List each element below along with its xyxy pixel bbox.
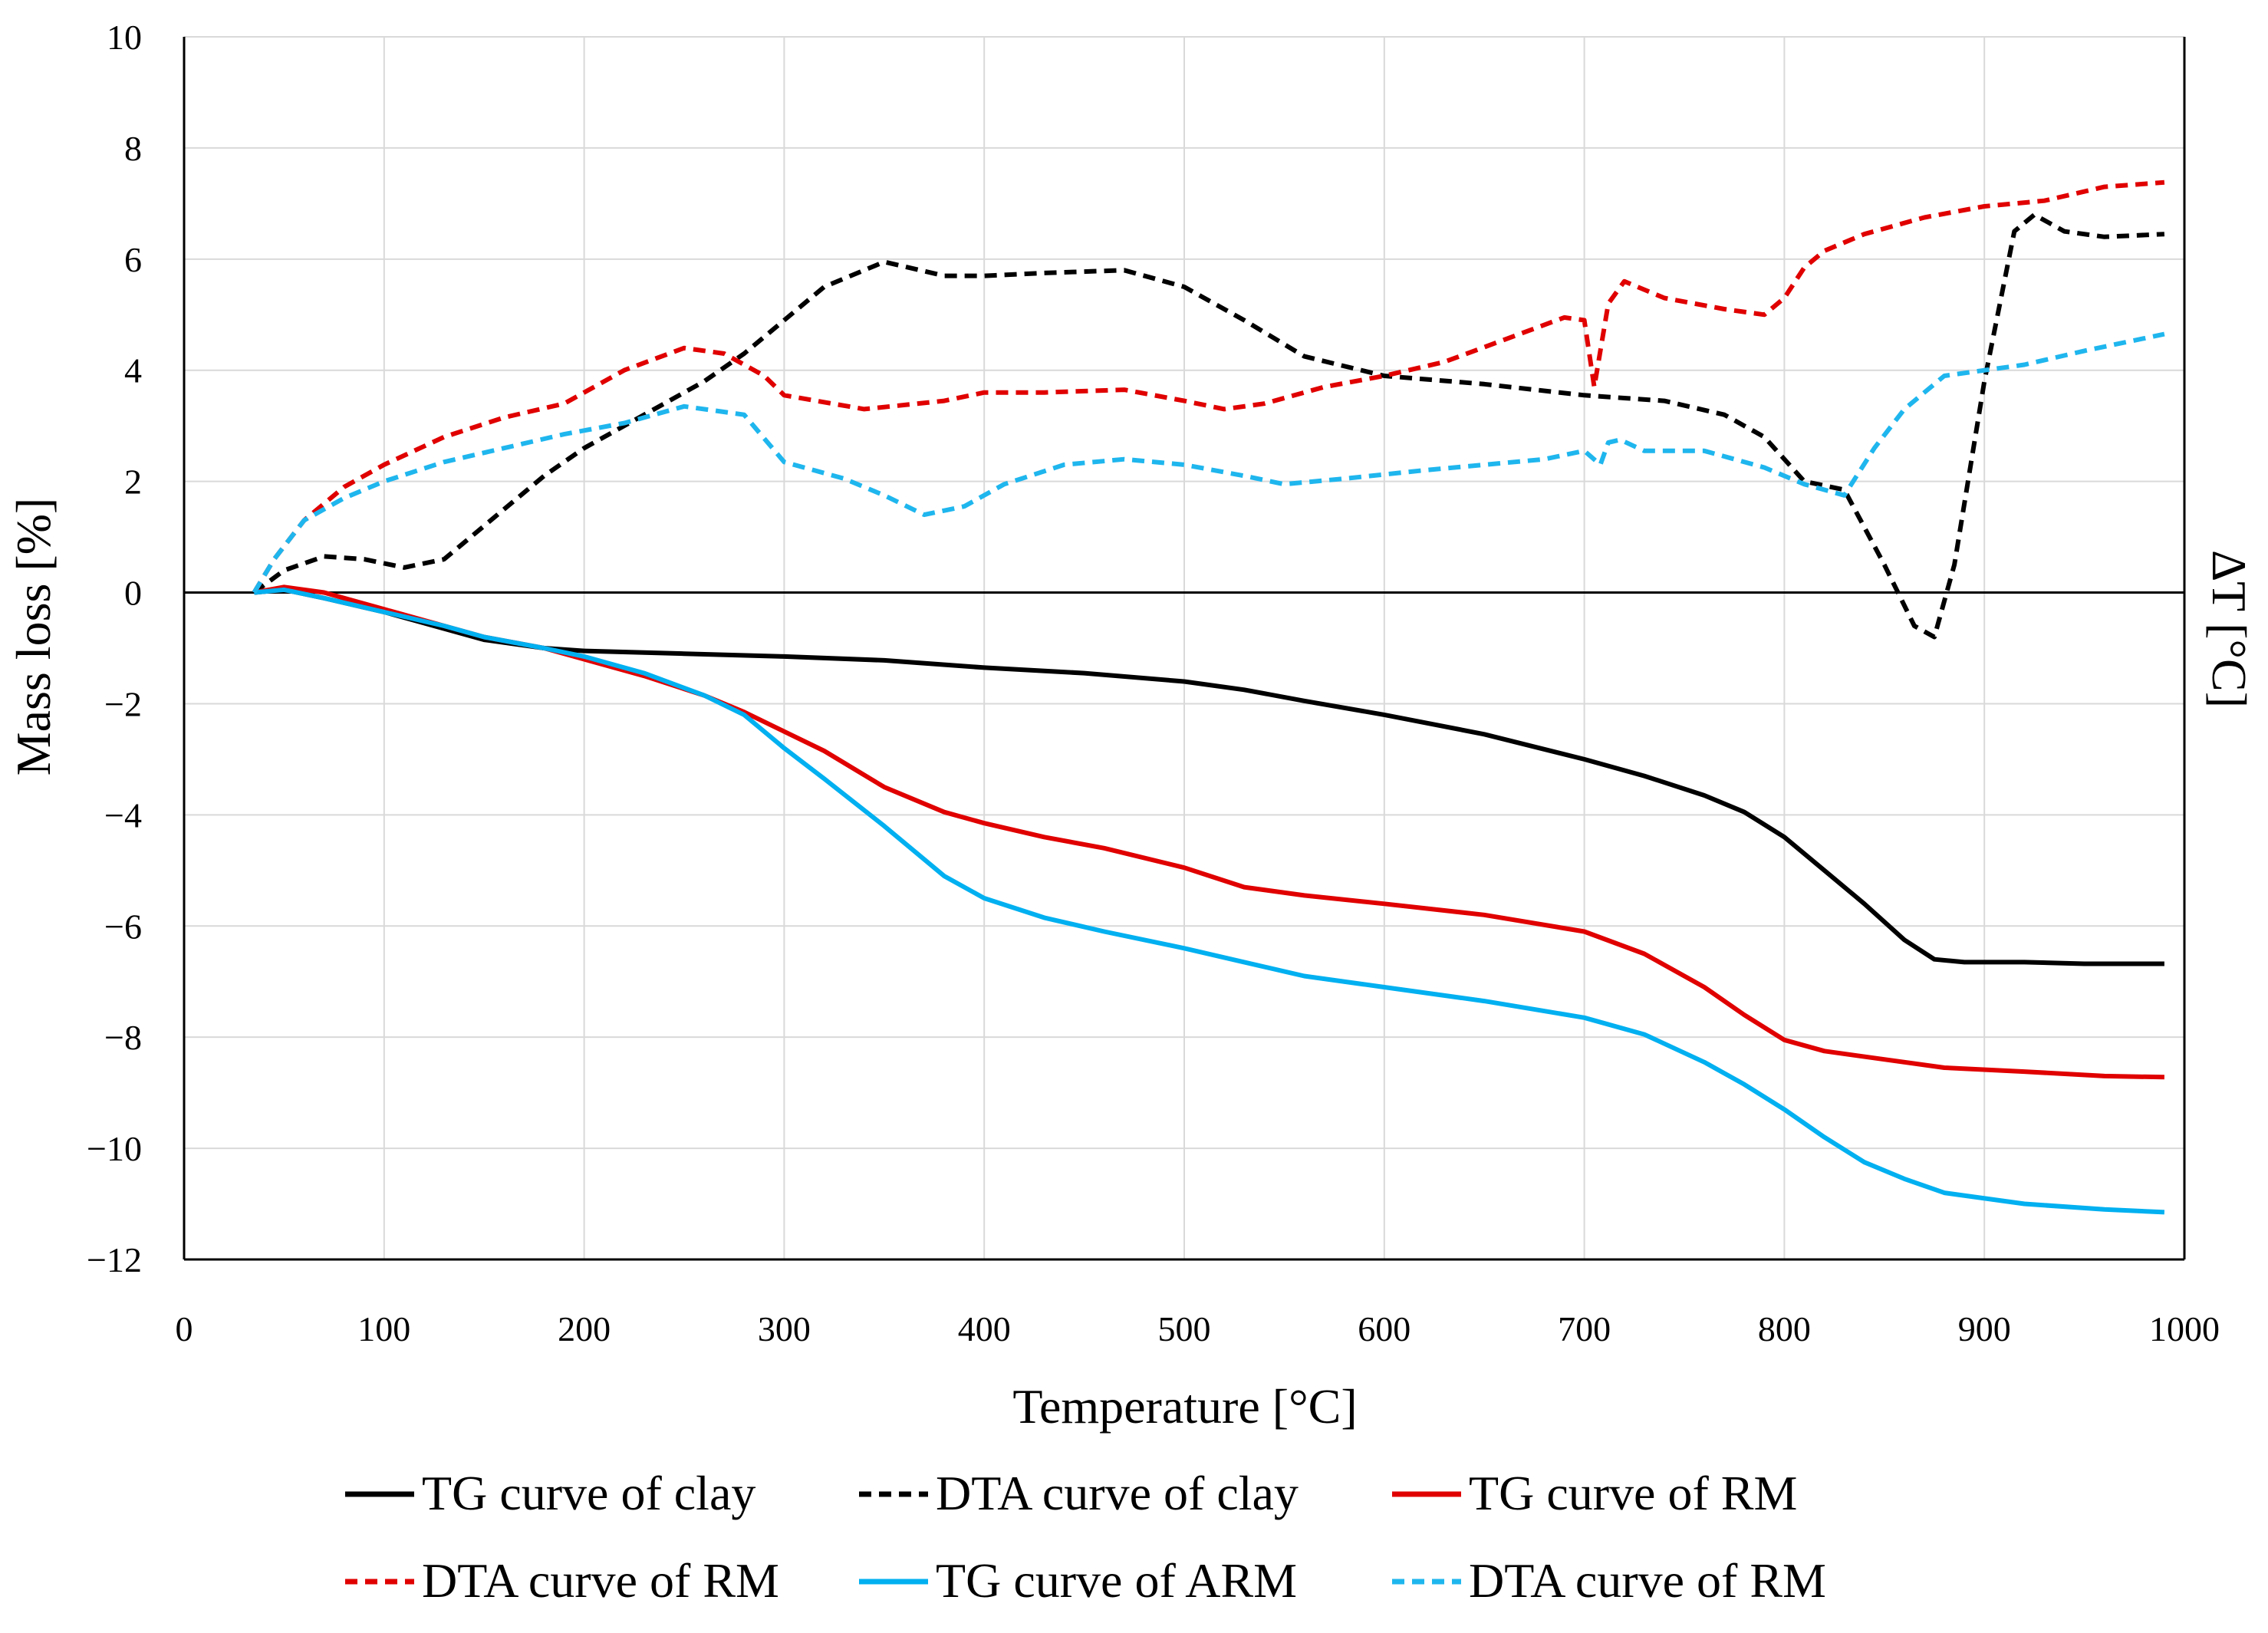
- y-tick-label: −4: [104, 795, 142, 835]
- y-tick-label: −10: [87, 1129, 142, 1168]
- x-tick-label: 0: [176, 1309, 193, 1348]
- x-tick-label: 900: [1958, 1309, 2011, 1348]
- legend: TG curve of clay DTA curve of clay TG curv…: [345, 1466, 1826, 1608]
- axes: [183, 37, 2186, 1261]
- legend-item: DTA curve of RM: [345, 1553, 779, 1608]
- legend-label: DTA curve of RM: [1469, 1553, 1826, 1608]
- y-tick-label: 8: [124, 129, 142, 168]
- legend-label: TG curve of RM: [1469, 1466, 1797, 1520]
- secondary-y-axis-title: ΔT [°C]: [2202, 550, 2256, 708]
- legend-item: TG curve of RM: [1392, 1466, 1797, 1520]
- y-tick-label: −12: [87, 1240, 142, 1279]
- series-line-4: [252, 179, 2165, 594]
- legend-label: TG curve of clay: [422, 1466, 755, 1520]
- y-tick-label: 6: [124, 240, 142, 279]
- x-tick-label: 1000: [2149, 1309, 2220, 1348]
- x-tick-label: 600: [1358, 1309, 1411, 1348]
- y-tick-label: 4: [124, 351, 142, 390]
- tick-labels: 0 100 200 300 400 500 600 700 800 900 10001086420−…: [87, 18, 2220, 1348]
- y-tick-label: −2: [104, 684, 142, 723]
- y-tick-label: −6: [104, 907, 142, 946]
- x-tick-label: 800: [1758, 1309, 1811, 1348]
- y-tick-label: 2: [124, 463, 142, 502]
- series-line-6: [252, 331, 2165, 594]
- gridlines: [183, 36, 2185, 1260]
- y-tick-label: −8: [104, 1018, 142, 1057]
- legend-label: DTA curve of clay: [936, 1466, 1299, 1520]
- x-tick-label: 100: [357, 1309, 410, 1348]
- series-line-5: [254, 587, 2165, 1215]
- series-line-2: [252, 212, 2165, 640]
- legend-item: TG curve of ARM: [859, 1553, 1297, 1608]
- x-tick-label: 500: [1158, 1309, 1211, 1348]
- legend-label: DTA curve of RM: [422, 1553, 779, 1608]
- x-tick-label: 300: [758, 1309, 811, 1348]
- x-tick-label: 700: [1558, 1309, 1611, 1348]
- x-tick-label: 200: [558, 1309, 611, 1348]
- y-tick-label: 10: [107, 18, 142, 57]
- legend-item: DTA curve of RM: [1392, 1553, 1826, 1608]
- legend-label: TG curve of ARM: [936, 1553, 1297, 1608]
- x-axis-title: Temperature [°C]: [1012, 1379, 1357, 1434]
- series-line-1: [254, 587, 2164, 966]
- x-tick-label: 400: [958, 1309, 1011, 1348]
- y-tick-label: 0: [124, 574, 142, 613]
- legend-item: DTA curve of clay: [859, 1466, 1299, 1520]
- legend-item: TG curve of clay: [345, 1466, 755, 1520]
- y-axis-title: Mass loss [%]: [6, 498, 61, 776]
- series-line-3: [253, 584, 2164, 1080]
- series-lines: [252, 179, 2165, 1215]
